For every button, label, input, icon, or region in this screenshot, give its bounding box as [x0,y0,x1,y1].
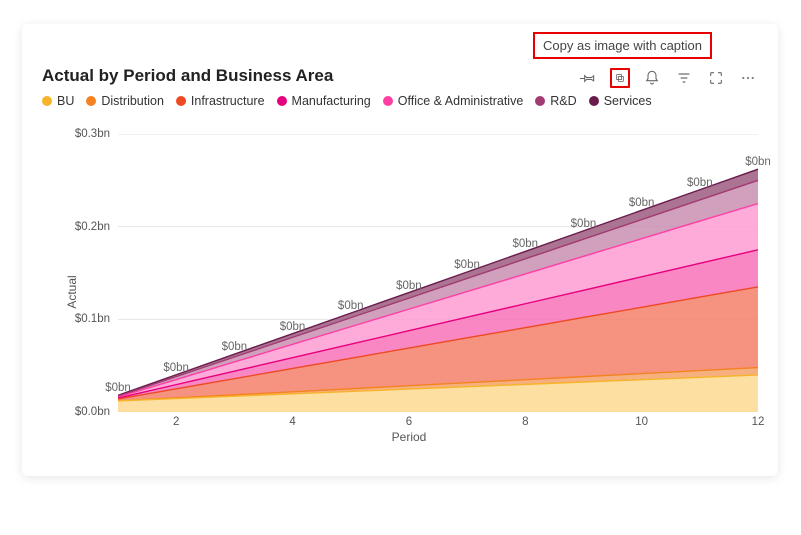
legend-item[interactable]: Infrastructure [176,94,265,108]
more-icon [740,70,756,86]
data-label: $0bn [222,341,248,353]
legend-item[interactable]: R&D [535,94,576,108]
legend-item[interactable]: Distribution [86,94,164,108]
copy-icon [615,70,625,86]
data-label: $0bn [105,382,131,394]
legend-swatch [589,96,599,106]
legend-label: R&D [550,94,576,108]
legend-item[interactable]: BU [42,94,74,108]
chart-area: Actual $0.0bn$0.1bn$0.2bn$0.3bn 24681012… [60,134,758,450]
visual-toolbar [578,68,758,88]
legend-item[interactable]: Services [589,94,652,108]
bell-icon [644,70,660,86]
y-tick-label: $0.2bn [70,221,110,233]
legend-item[interactable]: Office & Administrative [383,94,524,108]
legend-item[interactable]: Manufacturing [277,94,371,108]
data-label: $0bn [280,320,306,332]
data-label: $0bn [687,177,713,189]
more-button[interactable] [738,68,758,88]
data-label: $0bn [163,362,189,374]
area-chart [118,134,758,412]
legend-swatch [86,96,96,106]
legend-swatch [535,96,545,106]
legend: BU Distribution Infrastructure Manufacturin… [42,94,758,108]
data-label: $0bn [629,197,655,209]
data-label: $0bn [512,238,538,250]
legend-swatch [42,96,52,106]
filter-button[interactable] [674,68,694,88]
legend-swatch [277,96,287,106]
filter-icon [676,70,692,86]
data-label: $0bn [338,300,364,312]
focus-icon [708,70,724,86]
x-axis-label: Period [392,430,427,444]
focus-button[interactable] [706,68,726,88]
x-tick-label: 6 [406,416,412,428]
legend-label: Infrastructure [191,94,265,108]
visual-card: Copy as image with caption Actual by Per… [22,24,778,476]
legend-label: Services [604,94,652,108]
x-tick-label: 4 [289,416,295,428]
alert-button[interactable] [642,68,662,88]
legend-label: Manufacturing [292,94,371,108]
copy-button[interactable] [610,68,630,88]
y-tick-label: $0.0bn [70,406,110,418]
x-tick-label: 2 [173,416,179,428]
legend-swatch [383,96,393,106]
x-tick-label: 8 [522,416,528,428]
y-axis-label: Actual [65,275,79,308]
y-tick-label: $0.3bn [70,128,110,140]
data-label: $0bn [571,218,597,230]
copy-tooltip: Copy as image with caption [533,32,712,59]
legend-label: BU [57,94,74,108]
x-tick-label: 10 [635,416,648,428]
pin-button[interactable] [578,68,598,88]
x-tick-label: 12 [752,416,765,428]
legend-label: Office & Administrative [398,94,524,108]
data-label: $0bn [454,259,480,271]
pin-icon [580,70,596,86]
legend-label: Distribution [101,94,164,108]
data-label: $0bn [396,279,422,291]
data-label: $0bn [745,156,771,168]
y-tick-label: $0.1bn [70,313,110,325]
legend-swatch [176,96,186,106]
